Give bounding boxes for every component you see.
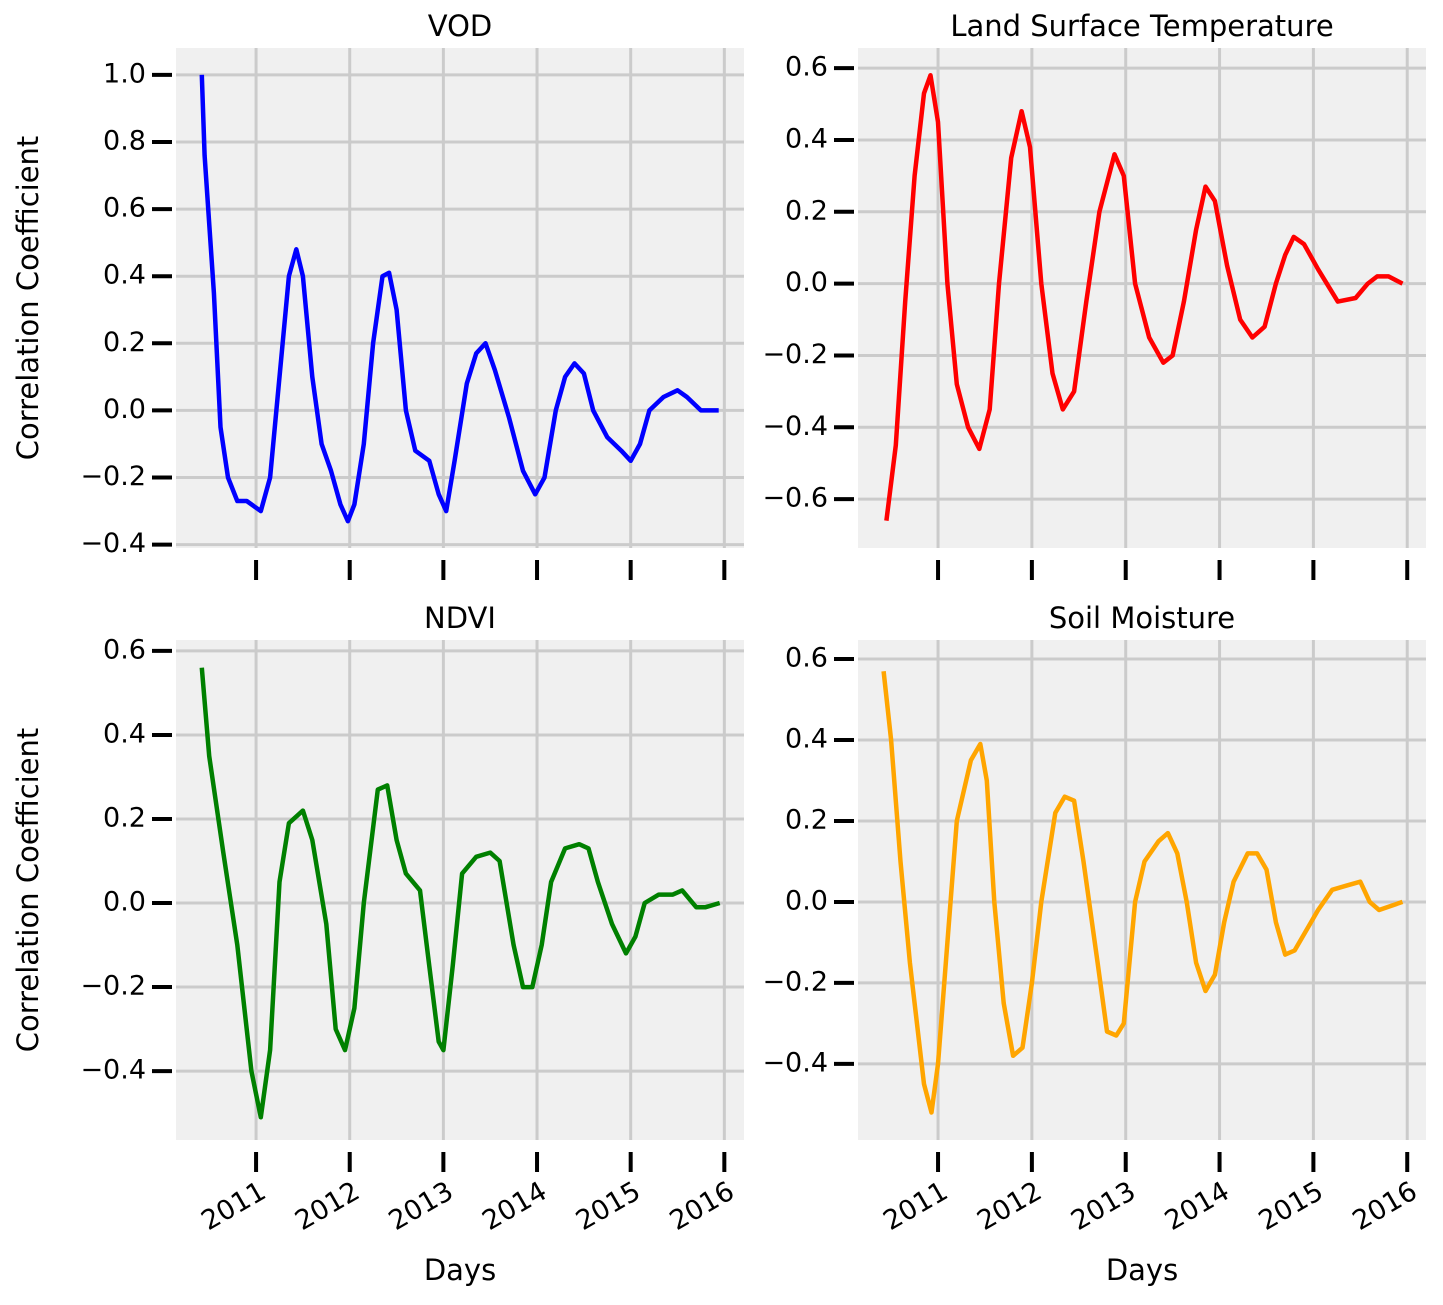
subplot-title: Land Surface Temperature	[950, 9, 1333, 43]
y-tick-label: 0.2	[785, 195, 828, 226]
plot-area	[176, 48, 744, 548]
x-tick-label: 2014	[477, 1176, 552, 1237]
x-tick-label: 2015	[1254, 1176, 1329, 1237]
y-tick-label: 0.6	[103, 193, 146, 224]
y-tick-label: 0.2	[103, 802, 146, 833]
x-tick-label: 2013	[384, 1176, 459, 1237]
x-tick-label: 2016	[1347, 1176, 1422, 1237]
plot-area	[858, 48, 1426, 548]
y-tick-label: 0.6	[785, 52, 828, 83]
y-tick-label: −0.6	[762, 483, 828, 514]
data-line	[199, 667, 721, 1120]
x-tick-label: 2015	[571, 1176, 646, 1237]
y-tick-label: −0.2	[762, 339, 828, 370]
x-tick-label: 2012	[290, 1176, 365, 1237]
x-tick-label: 2011	[878, 1176, 953, 1237]
y-tick-label: 0.4	[103, 718, 146, 749]
x-tick-label: 2016	[665, 1176, 740, 1237]
y-tick-label: 0.0	[103, 887, 146, 918]
y-tick-label: 0.4	[785, 724, 828, 755]
y-tick-label: −0.2	[80, 971, 146, 1002]
data-line	[884, 73, 1404, 521]
y-tick-label: 0.8	[103, 125, 146, 156]
x-tick-label: 2013	[1066, 1176, 1141, 1237]
x-tick-label: 2014	[1160, 1176, 1235, 1237]
y-tick-label: 0.4	[103, 260, 146, 291]
x-axis-label: Days	[424, 1253, 496, 1287]
y-axis-label: Correlation Coefficient	[11, 136, 45, 461]
data-line	[881, 670, 1404, 1115]
x-tick-label: 2012	[972, 1176, 1047, 1237]
y-tick-label: 0.0	[785, 885, 828, 916]
x-axis-label: Days	[1106, 1253, 1178, 1287]
y-tick-label: −0.4	[80, 528, 146, 559]
y-tick-label: 0.4	[785, 123, 828, 154]
y-tick-label: 0.2	[103, 327, 146, 358]
x-tick-label: 2011	[196, 1176, 271, 1237]
y-tick-label: 1.0	[103, 58, 146, 89]
y-axis-label: Correlation Coefficient	[11, 728, 45, 1053]
y-tick-label: 0.6	[103, 634, 146, 665]
y-tick-label: −0.4	[80, 1055, 146, 1086]
y-tick-label: −0.2	[80, 461, 146, 492]
y-tick-label: 0.0	[785, 267, 828, 298]
y-tick-label: 0.2	[785, 804, 828, 835]
subplot-title: NDVI	[424, 601, 496, 635]
y-tick-label: −0.4	[762, 1047, 828, 1078]
data-line	[199, 74, 719, 524]
y-tick-label: −0.2	[762, 966, 828, 997]
subplot-title: VOD	[428, 9, 493, 43]
y-tick-label: 0.6	[785, 643, 828, 674]
y-tick-label: −0.4	[762, 411, 828, 442]
y-tick-label: 0.0	[103, 394, 146, 425]
subplot-title: Soil Moisture	[1049, 601, 1235, 635]
